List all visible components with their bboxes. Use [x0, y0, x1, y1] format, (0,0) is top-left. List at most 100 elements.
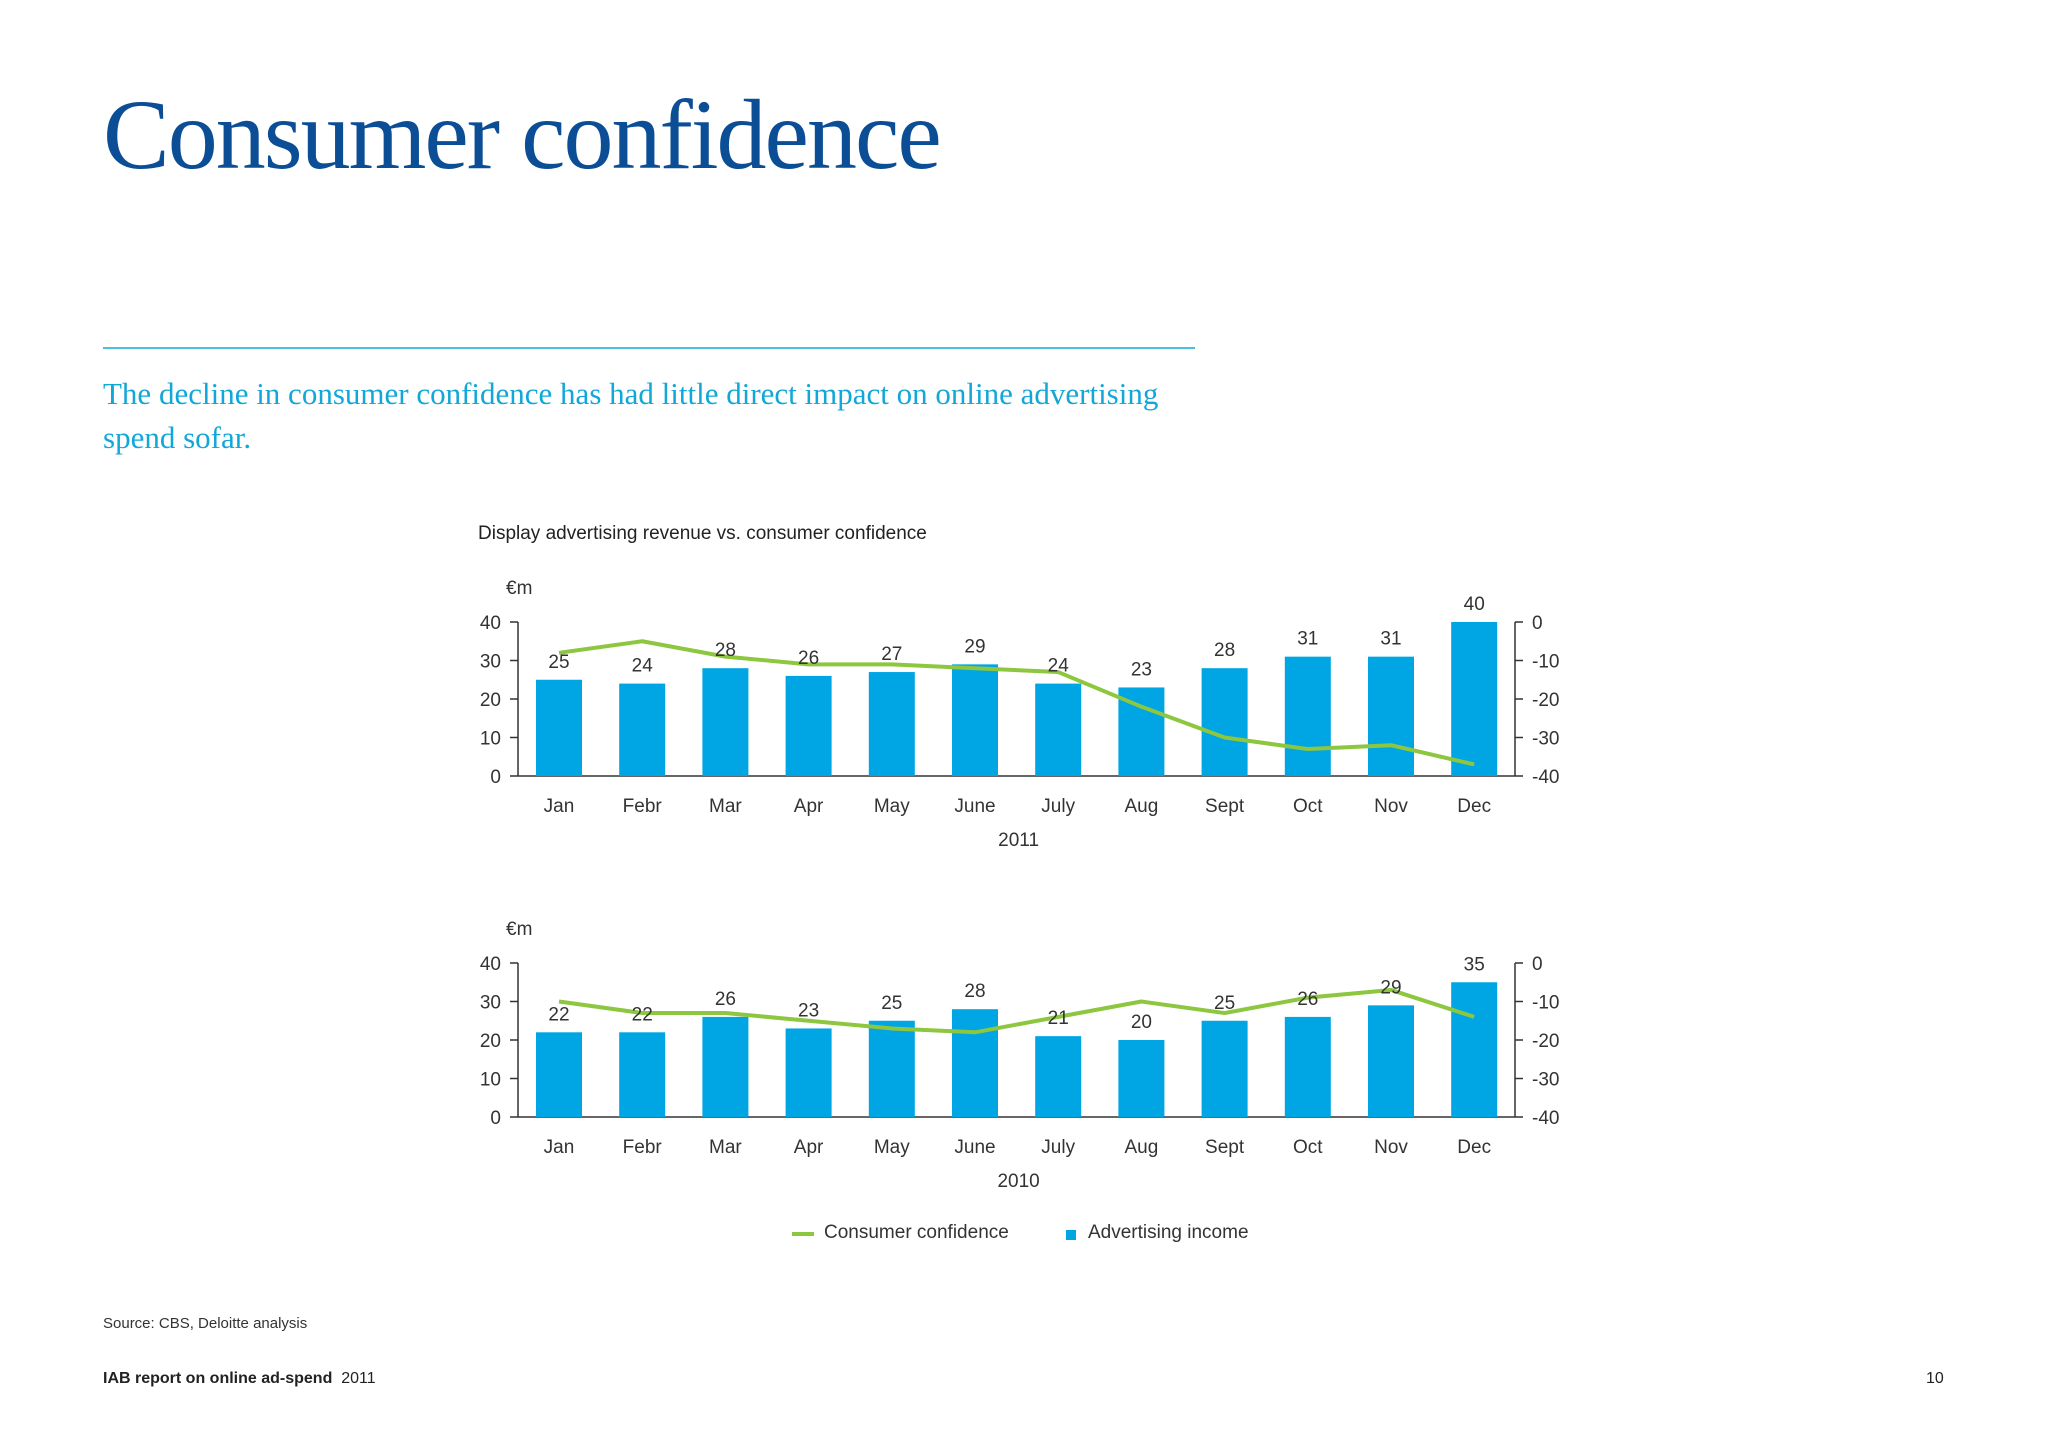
- bar: [1035, 683, 1082, 776]
- bar-value-label: 22: [548, 1004, 569, 1025]
- bar: [536, 1032, 582, 1117]
- y-tick-label-right: -20: [1532, 1031, 1559, 1052]
- y-tick-label-right: -30: [1532, 729, 1559, 750]
- bar: [1201, 668, 1248, 776]
- y-tick-label-left: 0: [490, 1108, 501, 1129]
- bar: [785, 675, 832, 776]
- y-tick-label-left: 20: [480, 690, 501, 711]
- page-number: 10: [1926, 1370, 1944, 1387]
- y-tick-label-right: -10: [1532, 993, 1559, 1014]
- x-tick-label: Nov: [1374, 796, 1408, 817]
- bar: [1368, 1005, 1414, 1117]
- x-tick-label: Dec: [1457, 796, 1491, 817]
- confidence-line: [558, 987, 1475, 1035]
- y-tick-label-left: 20: [480, 1031, 501, 1052]
- bar: [536, 679, 582, 776]
- y-tick-label-left: 30: [480, 993, 501, 1014]
- bar: [702, 668, 749, 776]
- bar-value-label: 27: [881, 644, 902, 665]
- bar-value-label: 25: [881, 993, 902, 1014]
- footer-year: 2011: [341, 1370, 376, 1387]
- page-subtitle: The decline in consumer confidence has h…: [103, 376, 1159, 455]
- footer: IAB report on online ad-spend 2011: [103, 1370, 376, 1388]
- title-divider: [103, 347, 1195, 349]
- legend-bar-label: Advertising income: [1088, 1222, 1249, 1243]
- bar-value-label: 24: [1048, 656, 1070, 677]
- bar: [1284, 1016, 1331, 1117]
- bar-value-label: 31: [1380, 629, 1401, 650]
- bar-value-label: 21: [1048, 1008, 1069, 1029]
- bar-value-label: 25: [1214, 993, 1235, 1014]
- bar: [1368, 656, 1414, 776]
- x-tick-label: Oct: [1293, 796, 1323, 817]
- x-tick-label: June: [954, 796, 995, 817]
- x-tick-label: May: [874, 1137, 910, 1158]
- bar-value-label: 23: [798, 1000, 819, 1021]
- x-tick-label: Febr: [623, 1137, 663, 1158]
- x-tick-label: Aug: [1124, 1137, 1158, 1158]
- y-tick-label-left: 10: [480, 1070, 501, 1091]
- chart-2011: €m 0 10 20 30 40 -40 -30 -20 -10 0 25 24 28 26 27 29 24 23…: [480, 578, 1560, 851]
- y-tick-label-left: 30: [480, 652, 501, 673]
- x-tick-label: Nov: [1374, 1137, 1408, 1158]
- y-tick-label-right: -40: [1532, 767, 1559, 788]
- bar-value-label: 22: [632, 1004, 653, 1025]
- y-axis-unit-label: €m: [506, 919, 532, 940]
- bar-value-label: 29: [1380, 977, 1401, 998]
- bar-value-label: 23: [1131, 659, 1152, 680]
- x-tick-label: Mar: [709, 1137, 742, 1158]
- x-tick-label: Jan: [544, 1137, 575, 1158]
- bar: [952, 1009, 998, 1117]
- y-tick-label-right: 0: [1532, 613, 1543, 634]
- y-tick-label-left: 40: [480, 613, 501, 634]
- x-axis-year-label: 2010: [997, 1171, 1039, 1192]
- bar: [702, 1016, 749, 1117]
- x-tick-label: July: [1041, 796, 1075, 817]
- bar: [785, 1028, 832, 1117]
- x-tick-label: Sept: [1205, 796, 1245, 817]
- confidence-line: [558, 639, 1475, 767]
- y-tick-label-left: 40: [480, 954, 501, 975]
- y-tick-label-right: -20: [1532, 690, 1559, 711]
- bar: [1451, 982, 1498, 1117]
- x-tick-label: Dec: [1457, 1137, 1491, 1158]
- y-tick-label-right: -30: [1532, 1070, 1559, 1091]
- page-title: Consumer confidence: [103, 79, 942, 190]
- legend-line-swatch: [792, 1232, 814, 1236]
- bar-value-label: 20: [1131, 1012, 1152, 1033]
- x-tick-label: Sept: [1205, 1137, 1245, 1158]
- bar-value-label: 26: [798, 648, 819, 669]
- y-tick-label-left: 10: [480, 729, 501, 750]
- x-tick-label: June: [954, 1137, 995, 1158]
- y-tick-label-left: 0: [490, 767, 501, 788]
- bar-value-label: 28: [1214, 640, 1235, 661]
- x-tick-label: May: [874, 796, 910, 817]
- x-axis-year-label: 2011: [998, 830, 1039, 851]
- bar: [1451, 622, 1498, 776]
- bar-value-label: 29: [964, 636, 985, 657]
- bar-value-label: 28: [715, 640, 736, 661]
- bar-value-label: 40: [1464, 594, 1485, 615]
- y-tick-label-right: -10: [1532, 652, 1559, 673]
- chart-2010: €m 0 10 20 30 40 -40 -30 -20 -10 0 22 22 26 23 25 28 21 20…: [480, 919, 1560, 1192]
- bar: [619, 683, 666, 776]
- x-tick-label: Aug: [1124, 796, 1158, 817]
- x-tick-label: Mar: [709, 796, 742, 817]
- bar-value-label: 35: [1464, 954, 1485, 975]
- bar: [619, 1032, 666, 1117]
- x-tick-label: Apr: [794, 1137, 824, 1158]
- source-note: Source: CBS, Deloitte analysis: [103, 1315, 308, 1332]
- bar-value-label: 24: [632, 656, 654, 677]
- y-tick-label-right: -40: [1532, 1108, 1559, 1129]
- bar-value-label: 26: [1297, 989, 1318, 1010]
- x-tick-label: Febr: [623, 796, 663, 817]
- bar: [1284, 656, 1331, 776]
- y-axis-unit-label: €m: [506, 578, 532, 599]
- chart-title: Display advertising revenue vs. consumer…: [478, 523, 927, 544]
- legend-line-label: Consumer confidence: [824, 1222, 1009, 1243]
- legend-bar-swatch: [1066, 1230, 1076, 1240]
- x-tick-label: Oct: [1293, 1137, 1323, 1158]
- x-tick-label: Apr: [794, 796, 824, 817]
- bar: [1035, 1036, 1082, 1117]
- bar: [952, 664, 998, 776]
